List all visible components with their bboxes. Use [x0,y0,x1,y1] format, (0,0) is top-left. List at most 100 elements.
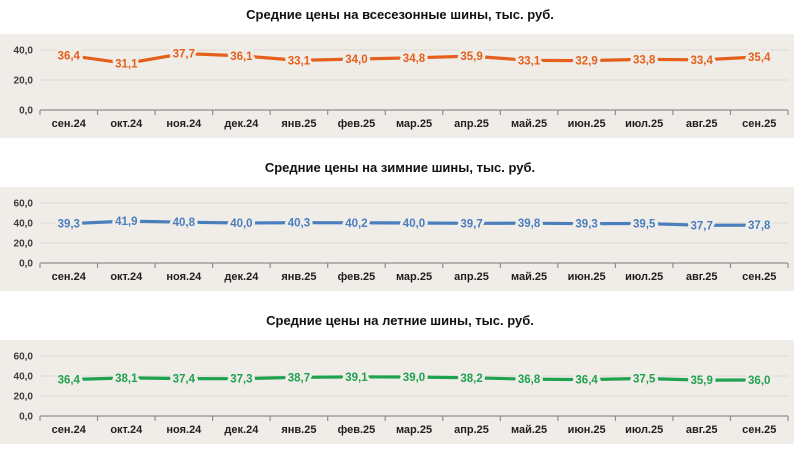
x-tick-label: май.25 [511,271,547,283]
x-tick-label: окт.24 [110,424,143,436]
chart-block-allseason: Средние цены на всесезонные шины, тыс. р… [0,7,800,138]
x-tick-label: авг.25 [686,271,718,283]
x-tick-label: мар.25 [396,271,432,283]
data-label: 39,3 [575,219,597,231]
data-label: 37,8 [748,220,771,232]
chart-block-summer: Средние цены на летние шины, тыс. руб. 3… [0,313,800,444]
x-tick-label: июл.25 [625,118,663,130]
y-tick-label: 0,0 [19,412,33,423]
x-tick-label: апр.25 [454,271,489,283]
data-label: 34,0 [345,54,367,66]
y-tick-label: 0,0 [19,259,33,270]
x-tick-label: авг.25 [686,424,718,436]
x-tick-label: ноя.24 [166,271,202,283]
x-tick-label: июн.25 [568,424,606,436]
data-line [67,219,761,227]
data-label: 34,8 [403,53,426,65]
x-tick-label: ноя.24 [166,424,202,436]
data-label: 41,9 [115,216,137,228]
chart-canvas-allseason: 36,4 31,1 37,7 36,1 33,1 34,0 34,8 35,9 33,1 32,9… [14,45,789,130]
data-label: 35,4 [748,52,771,64]
x-tick-label: сен.25 [742,271,776,283]
data-label: 39,0 [403,372,425,384]
chart-title-allseason: Средние цены на всесезонные шины, тыс. р… [246,7,554,22]
data-line [67,51,761,65]
x-tick-label: май.25 [511,424,547,436]
y-tick-label: 0,0 [19,106,33,117]
y-tick-label: 40,0 [14,46,34,57]
x-tick-label: фев.25 [338,424,376,436]
x-tick-label: сен.24 [52,271,87,283]
chart-panel-allseason: 36,4 31,1 37,7 36,1 33,1 34,0 34,8 35,9 33,1 32,9… [0,34,794,138]
x-tick-label: дек.24 [224,271,259,283]
y-tick-label: 20,0 [14,76,34,87]
y-tick-label: 20,0 [14,392,34,403]
x-tick-label: фев.25 [338,271,376,283]
data-label: 33,4 [690,55,713,67]
data-label: 35,9 [690,375,712,387]
x-tick-label: окт.24 [110,271,143,283]
x-tick-label: мар.25 [396,424,432,436]
x-tick-label: июн.25 [568,118,606,130]
data-label: 39,1 [345,372,368,384]
data-label: 38,7 [288,372,310,384]
y-tick-label: 60,0 [14,352,34,363]
data-label: 36,4 [58,375,81,387]
chart-canvas-winter: 39,3 41,9 40,8 40,0 40,3 40,2 40,0 39,7 39,8 39,3… [14,199,789,283]
x-tick-label: июл.25 [625,424,663,436]
y-tick-label: 40,0 [14,372,34,383]
data-label: 33,1 [288,55,311,67]
x-tick-label: ноя.24 [166,118,202,130]
data-label: 35,9 [460,51,482,63]
data-label: 37,7 [173,48,195,60]
data-label: 36,4 [575,375,598,387]
x-tick-label: янв.25 [281,118,316,130]
data-line [67,375,761,382]
x-tick-label: янв.25 [281,424,316,436]
chart-title-summer: Средние цены на летние шины, тыс. руб. [266,313,534,328]
data-label: 37,3 [230,374,252,386]
data-label: 40,3 [288,218,310,230]
data-label: 39,7 [460,218,482,230]
x-tick-label: сен.25 [742,424,776,436]
chart-canvas-summer: 36,4 38,1 37,4 37,3 38,7 39,1 39,0 38,2 36,8 36,4… [14,352,789,436]
data-label: 39,5 [633,219,656,231]
y-tick-label: 40,0 [14,219,34,230]
data-label: 36,1 [230,51,253,63]
chart-block-winter: Средние цены на зимние шины, тыс. руб. 3… [0,160,800,291]
chart-panel-summer: 36,4 38,1 37,4 37,3 38,7 39,1 39,0 38,2 36,8 36,4… [0,340,794,444]
chart-title-winter: Средние цены на зимние шины, тыс. руб. [264,160,536,175]
data-label: 40,0 [403,218,425,230]
x-tick-label: май.25 [511,118,547,130]
data-label: 38,2 [460,373,482,385]
data-label: 40,8 [173,217,196,229]
data-label: 36,0 [748,375,770,387]
x-tick-label: дек.24 [224,118,259,130]
x-tick-label: янв.25 [281,271,316,283]
data-label: 39,8 [518,218,541,230]
x-tick-label: сен.24 [52,424,87,436]
x-tick-label: авг.25 [686,118,718,130]
chart-panel-winter: 39,3 41,9 40,8 40,0 40,3 40,2 40,0 39,7 39,8 39,3… [0,187,794,291]
data-label: 37,4 [173,374,196,386]
y-tick-label: 60,0 [14,199,34,210]
x-tick-label: фев.25 [338,118,376,130]
data-label: 40,2 [345,218,367,230]
x-tick-label: окт.24 [110,118,143,130]
x-tick-label: мар.25 [396,118,432,130]
x-tick-label: сен.25 [742,118,776,130]
x-tick-label: сен.24 [52,118,87,130]
data-label: 33,1 [518,55,541,67]
data-label: 37,5 [633,374,656,386]
data-label: 32,9 [575,56,597,68]
data-label: 36,4 [58,50,81,62]
x-tick-label: апр.25 [454,118,489,130]
data-label: 39,3 [58,219,80,231]
x-tick-label: апр.25 [454,424,489,436]
data-label: 40,0 [230,218,252,230]
data-label: 31,1 [115,58,138,70]
x-tick-label: июн.25 [568,271,606,283]
data-label: 38,1 [115,373,138,385]
x-tick-label: дек.24 [224,424,259,436]
y-tick-label: 20,0 [14,239,34,250]
